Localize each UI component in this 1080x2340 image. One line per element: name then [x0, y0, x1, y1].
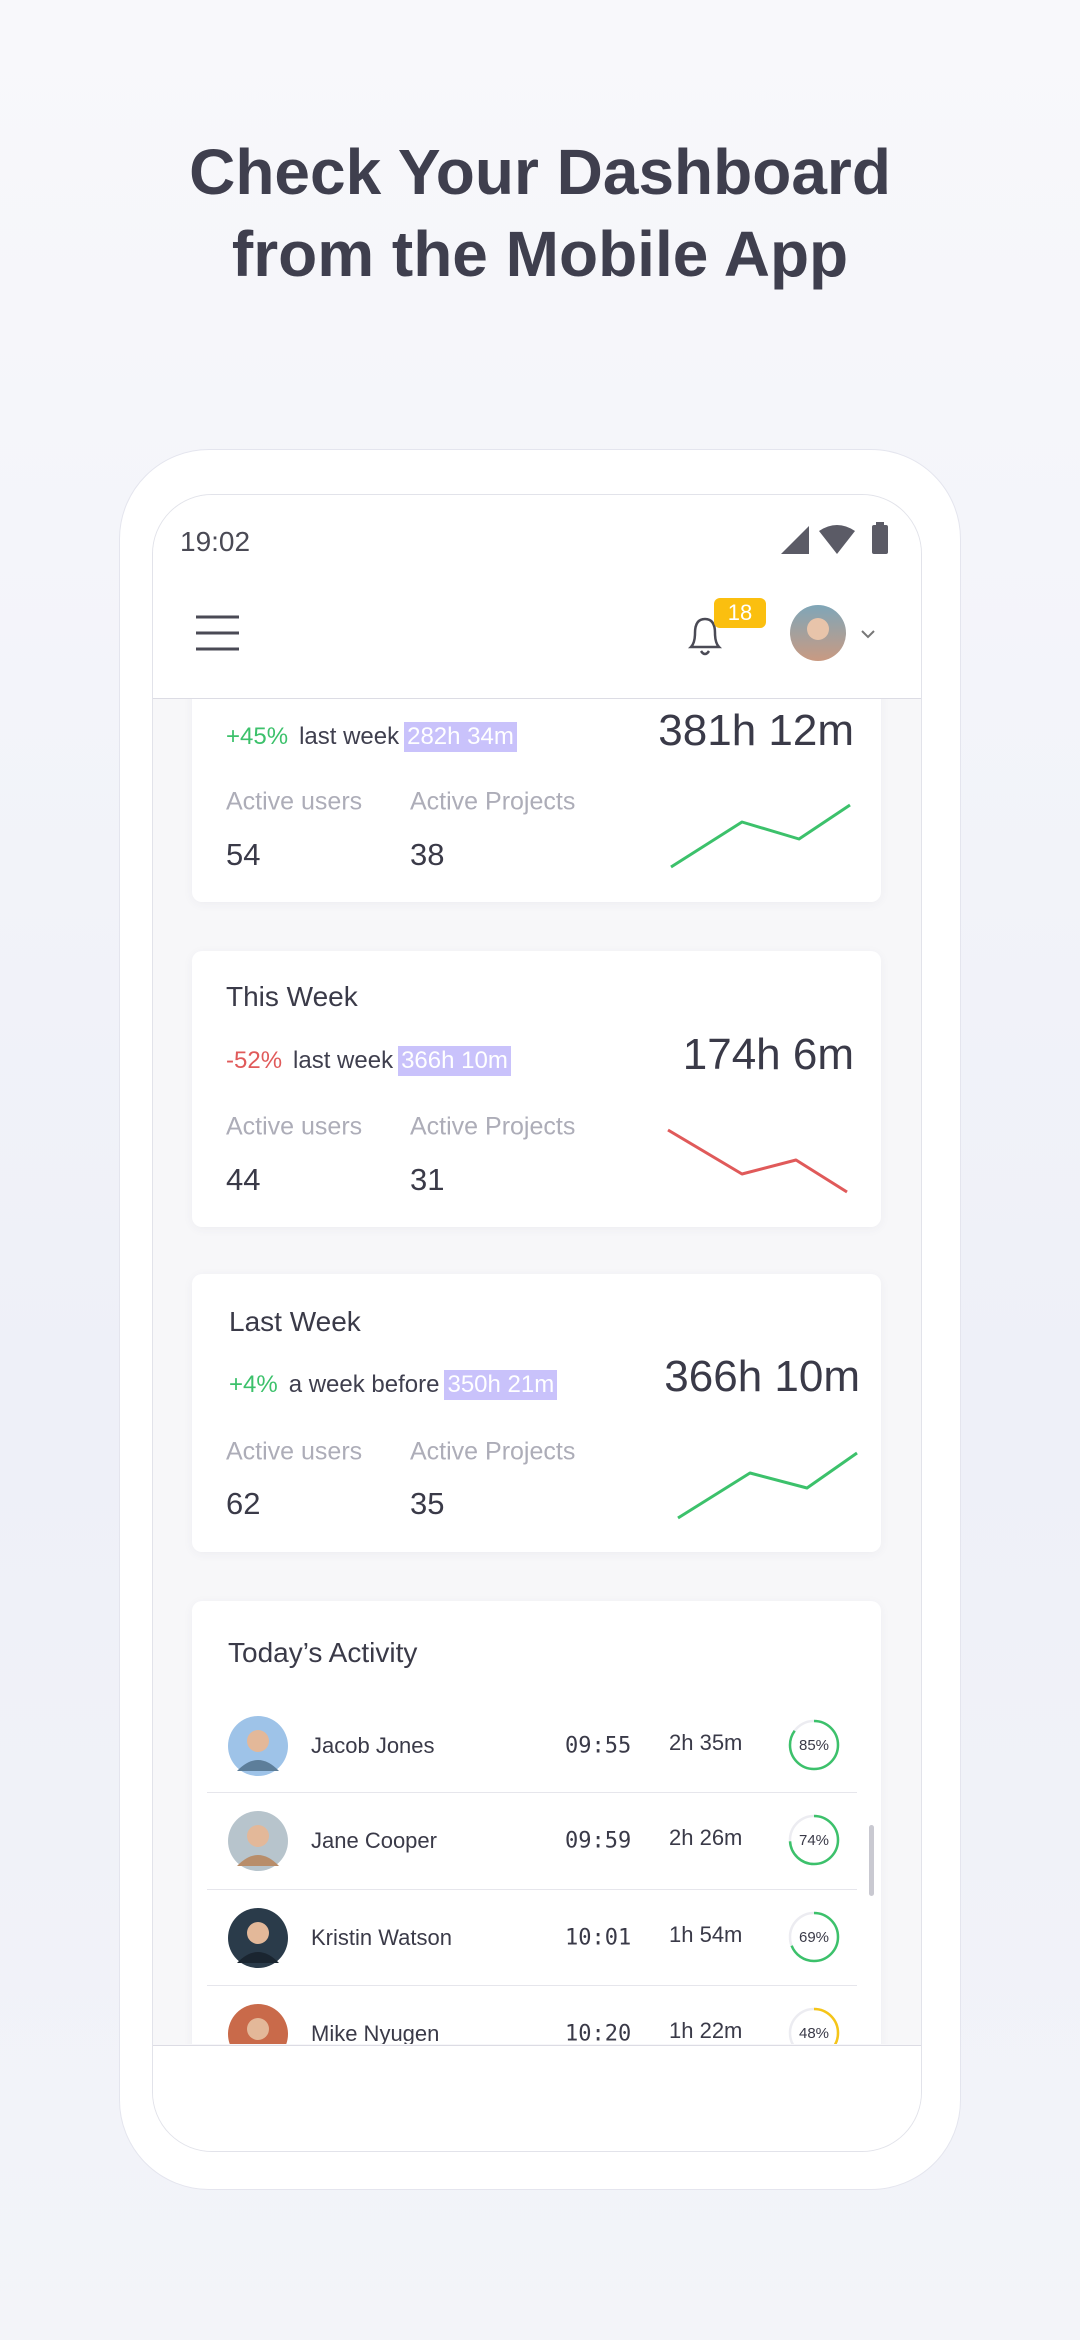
scrollbar: [869, 1825, 874, 1896]
headline: from the Mobile App: [231, 218, 849, 290]
duration: 2h 35m: [669, 1730, 743, 1755]
progress-ring: 69%: [788, 1911, 840, 1963]
change-label: a week before: [288, 1371, 440, 1398]
start-time: 10:01: [565, 1925, 632, 1951]
duration: 1h 22m: [669, 2018, 743, 2043]
progress-label: 69%: [799, 1929, 829, 1946]
sparkline: [677, 1451, 858, 1520]
divider: [207, 1889, 857, 1890]
name: Kristin Watson: [311, 1925, 453, 1950]
change-label: last week: [299, 723, 400, 750]
bell-icon[interactable]: [683, 613, 727, 661]
progress-label: 48%: [799, 2025, 829, 2042]
stat-card: This Week -52% last week 366h 10m 174h 6m Act…: [192, 951, 881, 1227]
avatar: [228, 1908, 288, 1968]
duration: 1h 54m: [669, 1922, 743, 1947]
value: 31: [410, 1162, 445, 1197]
value: 62: [226, 1486, 261, 1521]
change-row: +4% a week before 350h 21m: [229, 1370, 558, 1400]
value: 35: [410, 1486, 445, 1521]
notification-badge: 18: [714, 598, 766, 628]
name: Jacob Jones: [311, 1733, 435, 1758]
label: Active users: [226, 1437, 363, 1466]
progress-ring: 48%: [788, 2007, 840, 2044]
label: Active Projects: [410, 1112, 576, 1141]
change: -52%: [226, 1047, 283, 1074]
name: Mike Nyugen: [311, 2021, 440, 2044]
headline: Check Your Dashboard: [189, 136, 891, 208]
change-row: +45% last week 282h 34m: [226, 722, 517, 752]
progress-ring: 74%: [788, 1814, 840, 1866]
status-icons: [781, 522, 888, 554]
progress-arc: [788, 1719, 840, 1771]
stat-card: Last Week +4% a week before 350h 21m 366h 10…: [192, 1274, 881, 1552]
previous-value: 282h 34m: [404, 722, 517, 752]
avatar: [228, 1811, 288, 1871]
label: Active users: [226, 1112, 363, 1141]
progress-arc: [788, 1814, 840, 1866]
stat-card: +45% last week 282h 34m 381h 12m Active user…: [192, 699, 881, 902]
change-label: last week: [293, 1047, 394, 1074]
profile-menu[interactable]: [788, 605, 878, 663]
value: 44: [226, 1162, 261, 1197]
card-title: Today’s Activity: [228, 1637, 418, 1668]
sparkline: [670, 803, 851, 869]
name: Jane Cooper: [311, 1828, 437, 1853]
progress-arc: [788, 2007, 840, 2044]
menu-button[interactable]: [196, 615, 240, 651]
progress-label: 74%: [799, 1832, 829, 1849]
label: Active Projects: [410, 787, 576, 816]
content: +45% last week 282h 34m 381h 12m Active user…: [153, 699, 921, 2044]
status-time: 19:02: [180, 526, 251, 557]
app-bar: [153, 495, 921, 699]
total: 366h 10m: [664, 1352, 860, 1401]
value: 38: [410, 837, 445, 872]
progress-label: 85%: [799, 1737, 829, 1754]
screen: 19:02 18 +45% last week 282h 34m 381h 12m Ac…: [152, 494, 922, 2152]
card-title: This Week: [226, 981, 358, 1012]
start-time: 09:59: [565, 1828, 632, 1854]
bottom-bar: [153, 2045, 921, 2151]
activity-card: Today’s Activity Jacob Jones 09:55 2h 35m 85…: [192, 1601, 881, 2044]
change: +4%: [229, 1371, 278, 1398]
avatar: [228, 2004, 288, 2044]
sparkline: [667, 1128, 848, 1194]
divider: [207, 1792, 857, 1793]
divider: [207, 1985, 857, 1986]
total: 174h 6m: [682, 1030, 854, 1079]
progress-arc: [788, 1911, 840, 1963]
previous-value: 366h 10m: [398, 1046, 511, 1076]
start-time: 10:20: [565, 2021, 632, 2045]
duration: 2h 26m: [669, 1825, 743, 1850]
avatar: [228, 1716, 288, 1776]
change-row: -52% last week 366h 10m: [226, 1046, 511, 1076]
start-time: 09:55: [565, 1733, 632, 1759]
value: 54: [226, 837, 261, 872]
card-title: Last Week: [229, 1306, 361, 1337]
total: 381h 12m: [658, 706, 854, 755]
label: Active users: [226, 787, 363, 816]
progress-ring: 85%: [788, 1719, 840, 1771]
label: Active Projects: [410, 1437, 576, 1466]
previous-value: 350h 21m: [444, 1370, 558, 1400]
change: +45%: [226, 723, 289, 750]
